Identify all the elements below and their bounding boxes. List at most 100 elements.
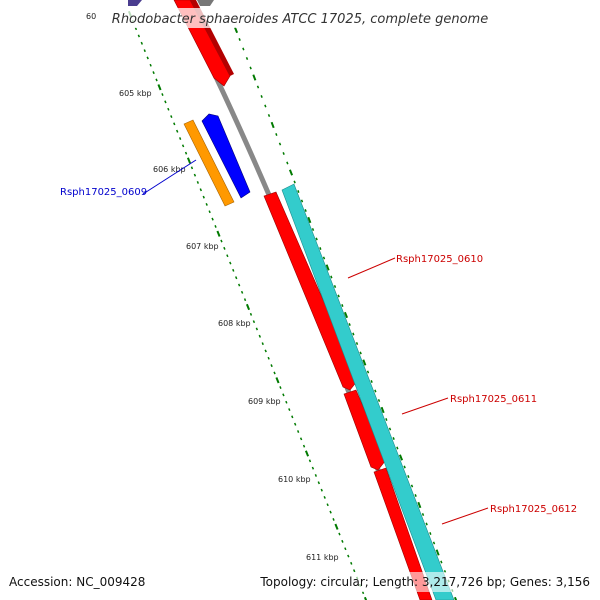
- cds-red-0610[interactable]: [263, 191, 359, 391]
- scale-tick-minor: [143, 49, 146, 53]
- outer-tick-major: [453, 596, 458, 600]
- outer-tick-minor: [330, 275, 333, 279]
- outer-tick-major: [362, 359, 367, 366]
- cds-red-0612[interactable]: [373, 467, 433, 600]
- outer-tick-minor: [407, 475, 410, 478]
- tick-label-cut: 60: [86, 12, 96, 21]
- tick-label-607: 607 kbp: [186, 242, 219, 251]
- outer-tick-minor: [282, 152, 285, 155]
- scale-tick-minor: [279, 386, 282, 389]
- outer-tick-minor: [377, 399, 381, 402]
- scale-ticks: [127, 10, 368, 600]
- outer-tick-minor: [421, 513, 425, 516]
- scale-tick-minor: [220, 239, 223, 243]
- leader-0610: [347, 257, 396, 279]
- scale-tick-minor: [181, 144, 185, 148]
- scale-tick-minor: [267, 356, 270, 360]
- outer-tick-major: [343, 311, 349, 319]
- title-bg: [98, 8, 502, 28]
- scale-tick-minor: [252, 320, 256, 324]
- scale-tick-minor: [344, 547, 347, 551]
- scale-tick-minor: [297, 430, 300, 433]
- gene-label-0611[interactable]: Rsph17025_0611: [450, 394, 537, 405]
- outer-tick-minor: [319, 247, 322, 250]
- gene-label-0610[interactable]: Rsph17025_0610: [396, 254, 483, 265]
- outer-tick-minor: [348, 323, 351, 326]
- scale-tick-minor: [196, 181, 199, 184]
- scale-tick-minor: [294, 422, 297, 426]
- scale-tick-minor: [314, 474, 317, 477]
- outer-tick-minor: [264, 104, 267, 108]
- outer-tick-major: [398, 454, 404, 461]
- outer-tick-minor: [403, 465, 406, 469]
- accession-text: Accession: NC_009428: [9, 575, 145, 589]
- outer-tick-minor: [425, 522, 428, 526]
- scale-tick-minor: [350, 561, 353, 565]
- outer-tick-minor: [374, 389, 377, 393]
- gene-label-0612[interactable]: Rsph17025_0612: [490, 504, 577, 515]
- outer-tick-major: [325, 264, 330, 271]
- outer-tick-track: [233, 26, 458, 600]
- outer-tick-minor: [414, 494, 417, 497]
- map-title: Rhodobacter sphaeroides ATCC 17025, comp…: [112, 12, 488, 27]
- footer-bg-right: [258, 572, 594, 592]
- scale-tick-minor: [229, 261, 232, 265]
- scale-tick-minor: [173, 122, 176, 126]
- scale-tick-minor: [255, 327, 258, 331]
- outer-tick-minor: [297, 190, 300, 193]
- scale-tick-minor: [291, 415, 294, 419]
- scale-tick-major: [304, 450, 310, 457]
- outer-tick-minor: [410, 484, 414, 488]
- outer-tick-minor: [337, 294, 340, 298]
- summary-text: Topology: circular; Length: 3,217,726 bp…: [259, 575, 590, 589]
- scale-tick-minor: [261, 342, 264, 346]
- cds-cyan[interactable]: [281, 183, 455, 600]
- outer-tick-minor: [370, 380, 373, 383]
- cds-purple-fragment[interactable]: [128, 0, 142, 6]
- outer-tick-minor: [238, 38, 241, 41]
- scale-tick-minor: [326, 503, 329, 507]
- outer-tick-minor: [311, 228, 315, 231]
- scale-tick-minor: [226, 254, 229, 258]
- outer-tick-minor: [333, 285, 337, 288]
- outer-tick-minor: [278, 142, 282, 146]
- outer-tick-minor: [245, 57, 249, 60]
- outer-tick-minor: [366, 370, 370, 374]
- scale-tick-major: [275, 377, 280, 384]
- cds-orange[interactable]: [183, 119, 235, 207]
- outer-tick-minor: [300, 199, 304, 203]
- scale-tick-minor: [299, 437, 303, 441]
- outer-tick-minor: [359, 351, 362, 355]
- cds-red-0611[interactable]: [343, 389, 387, 471]
- scale-tick-minor: [214, 225, 217, 228]
- outer-tick-major: [435, 549, 440, 556]
- cds-top-grey-fragment[interactable]: [197, 0, 214, 6]
- scale-tick-minor: [137, 34, 140, 38]
- scale-tick-minor: [211, 217, 214, 221]
- scale-tick-minor: [184, 151, 188, 155]
- scale-tick-minor: [176, 129, 179, 133]
- scale-tick-minor: [161, 93, 164, 96]
- scale-tick-minor: [240, 290, 244, 294]
- outer-tick-major: [307, 216, 312, 224]
- scale-tick-minor: [149, 63, 152, 67]
- tick-label-610: 610 kbp: [278, 475, 311, 484]
- scale-tick-minor: [235, 276, 238, 280]
- scale-tick-minor: [288, 408, 291, 411]
- scale-tick-minor: [164, 100, 167, 104]
- outer-tick-major: [380, 406, 385, 414]
- tick-labels: 60 605 kbp 606 kbp 607 kbp 608 kbp 609 k…: [86, 12, 339, 562]
- scale-tick-minor: [332, 518, 335, 521]
- scale-tick-minor: [323, 496, 326, 499]
- scale-tick-minor: [140, 41, 143, 45]
- scale-tick-minor: [329, 510, 332, 514]
- scale-tick-minor: [155, 78, 158, 82]
- outer-tick-minor: [286, 161, 289, 165]
- tick-label-609: 609 kbp: [248, 397, 281, 406]
- scale-tick-minor: [238, 283, 241, 287]
- gene-label-0609[interactable]: Rsph17025_0609: [60, 187, 147, 198]
- scale-tick-minor: [202, 195, 205, 199]
- cds-blue[interactable]: [201, 113, 251, 199]
- outer-tick-major: [288, 169, 294, 176]
- outer-tick-minor: [341, 304, 344, 307]
